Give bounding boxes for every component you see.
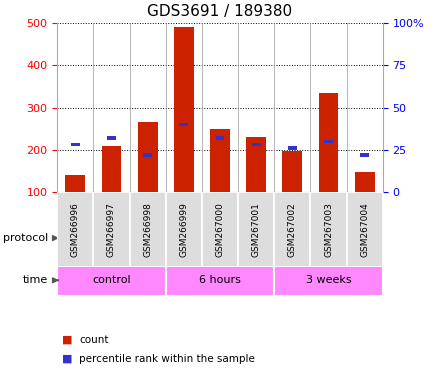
FancyBboxPatch shape (274, 265, 383, 296)
Text: GSM267000: GSM267000 (216, 202, 224, 257)
FancyBboxPatch shape (57, 265, 166, 296)
Bar (282, 151, 302, 192)
FancyBboxPatch shape (274, 192, 311, 267)
FancyBboxPatch shape (93, 192, 129, 267)
Bar (319, 93, 338, 192)
Text: GSM266997: GSM266997 (107, 202, 116, 257)
Text: 3 weeks: 3 weeks (306, 275, 352, 285)
Bar (180, 123, 188, 126)
Text: ■: ■ (62, 354, 72, 364)
Text: GSM267004: GSM267004 (360, 202, 369, 257)
FancyBboxPatch shape (57, 192, 93, 267)
Text: GSM266998: GSM266998 (143, 202, 152, 257)
Text: GSM267001: GSM267001 (252, 202, 260, 257)
Bar (107, 136, 116, 140)
FancyBboxPatch shape (347, 192, 383, 267)
Bar (138, 122, 158, 192)
FancyBboxPatch shape (166, 265, 274, 296)
Bar (71, 143, 80, 146)
Bar (216, 136, 224, 140)
Text: GSM267003: GSM267003 (324, 202, 333, 257)
Text: GSM267002: GSM267002 (288, 202, 297, 257)
Bar (143, 153, 152, 157)
Text: time: time (23, 275, 48, 285)
FancyBboxPatch shape (129, 192, 166, 267)
Text: ■: ■ (62, 335, 72, 345)
Bar (324, 140, 333, 143)
Text: control: control (92, 275, 131, 285)
FancyBboxPatch shape (166, 223, 383, 253)
Bar (210, 129, 230, 192)
Bar (288, 146, 297, 150)
FancyBboxPatch shape (311, 192, 347, 267)
Bar (174, 27, 194, 192)
FancyBboxPatch shape (57, 223, 166, 253)
Bar (66, 175, 85, 192)
Bar (360, 153, 369, 157)
Title: GDS3691 / 189380: GDS3691 / 189380 (147, 4, 293, 19)
Text: baseline: baseline (88, 233, 135, 243)
Text: percentile rank within the sample: percentile rank within the sample (79, 354, 255, 364)
Text: protocol: protocol (3, 233, 48, 243)
Bar (252, 143, 260, 146)
Text: GSM266999: GSM266999 (180, 202, 188, 257)
FancyBboxPatch shape (202, 192, 238, 267)
Bar (246, 137, 266, 192)
Bar (102, 146, 121, 192)
FancyBboxPatch shape (238, 192, 274, 267)
Text: olive oil consumption: olive oil consumption (215, 233, 334, 243)
Text: count: count (79, 335, 109, 345)
Text: GSM266996: GSM266996 (71, 202, 80, 257)
Text: 6 hours: 6 hours (199, 275, 241, 285)
FancyBboxPatch shape (166, 192, 202, 267)
Bar (355, 172, 375, 192)
